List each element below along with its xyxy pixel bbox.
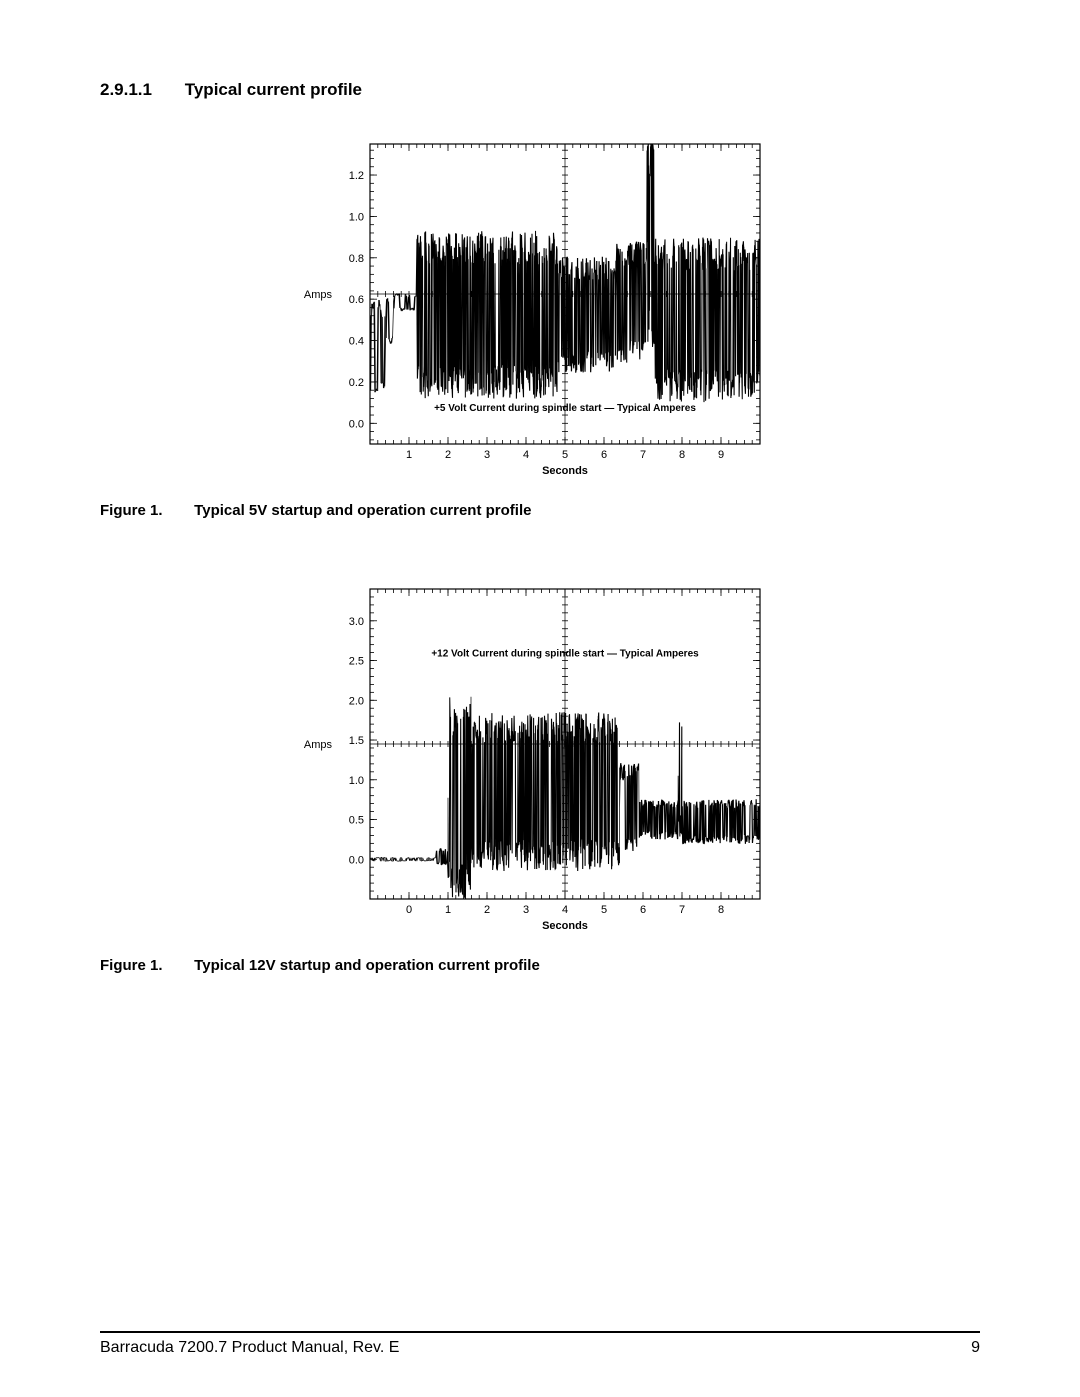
svg-text:3: 3 — [523, 904, 529, 916]
svg-text:6: 6 — [601, 449, 607, 461]
svg-text:2.5: 2.5 — [349, 656, 364, 668]
svg-text:0: 0 — [406, 904, 412, 916]
svg-text:2: 2 — [484, 904, 490, 916]
svg-text:Amps: Amps — [304, 289, 333, 301]
svg-text:0.5: 0.5 — [349, 815, 364, 827]
figure-12v: 0 1 2 3 4 5 6 7 8 0.0 0.5 1.0 1.5 2.0 2.5 3.0 Seconds Amp… — [100, 569, 980, 939]
svg-text:0.6: 0.6 — [349, 294, 364, 306]
svg-text:0.2: 0.2 — [349, 377, 364, 389]
section-title: Typical current profile — [185, 80, 362, 99]
section-number: 2.9.1.1 — [100, 80, 180, 100]
svg-text:+5 Volt Current during spindle: +5 Volt Current during spindle start — T… — [434, 403, 696, 414]
svg-text:Seconds: Seconds — [542, 465, 588, 477]
svg-text:7: 7 — [679, 904, 685, 916]
svg-text:9: 9 — [718, 449, 724, 461]
svg-text:1: 1 — [445, 904, 451, 916]
figure-5v: 1 2 3 4 5 6 7 8 9 0.0 0.2 0.4 0.6 0.8 1.0 1.2 Seconds Amp… — [100, 124, 980, 484]
footer-rule — [100, 1331, 980, 1333]
figure-5v-text: Typical 5V startup and operation current… — [194, 502, 531, 519]
figure-5v-caption: Figure 1. Typical 5V startup and operati… — [100, 502, 980, 519]
figure-12v-caption: Figure 1. Typical 12V startup and operat… — [100, 957, 980, 974]
svg-text:3.0: 3.0 — [349, 616, 364, 628]
page-footer: Barracuda 7200.7 Product Manual, Rev. E … — [100, 1331, 980, 1357]
svg-text:4: 4 — [523, 449, 529, 461]
svg-text:5: 5 — [562, 449, 568, 461]
svg-text:+12 Volt Current during spindl: +12 Volt Current during spindle start — … — [431, 649, 699, 660]
svg-text:0.4: 0.4 — [349, 336, 364, 348]
svg-text:2: 2 — [445, 449, 451, 461]
svg-text:0.8: 0.8 — [349, 253, 364, 265]
svg-text:1.5: 1.5 — [349, 735, 364, 747]
svg-text:8: 8 — [679, 449, 685, 461]
figure-12v-number: Figure 1. — [100, 957, 190, 974]
footer-line: Barracuda 7200.7 Product Manual, Rev. E … — [100, 1339, 980, 1357]
page: 2.9.1.1 Typical current profile 1 2 3 4 5 6 7 8… — [0, 0, 1080, 1397]
chart-5v-svg: 1 2 3 4 5 6 7 8 9 0.0 0.2 0.4 0.6 0.8 1.0 1.2 Seconds Amp… — [300, 124, 780, 484]
svg-text:Amps: Amps — [304, 739, 333, 751]
chart-12v-svg: 0 1 2 3 4 5 6 7 8 0.0 0.5 1.0 1.5 2.0 2.5 3.0 Seconds Amp… — [300, 569, 780, 939]
figure-12v-text: Typical 12V startup and operation curren… — [194, 957, 540, 974]
footer-right: 9 — [971, 1339, 980, 1357]
svg-text:5: 5 — [601, 904, 607, 916]
svg-text:3: 3 — [484, 449, 490, 461]
svg-text:1.2: 1.2 — [349, 170, 364, 182]
svg-text:8: 8 — [718, 904, 724, 916]
svg-text:4: 4 — [562, 904, 568, 916]
svg-text:0.0: 0.0 — [349, 854, 364, 866]
svg-text:1: 1 — [406, 449, 412, 461]
svg-text:0.0: 0.0 — [349, 418, 364, 430]
svg-text:1.0: 1.0 — [349, 211, 364, 223]
svg-text:1.0: 1.0 — [349, 775, 364, 787]
figure-5v-number: Figure 1. — [100, 502, 190, 519]
footer-left: Barracuda 7200.7 Product Manual, Rev. E — [100, 1339, 399, 1357]
section-heading: 2.9.1.1 Typical current profile — [100, 80, 980, 100]
svg-text:7: 7 — [640, 449, 646, 461]
svg-text:6: 6 — [640, 904, 646, 916]
svg-text:2.0: 2.0 — [349, 695, 364, 707]
svg-text:Seconds: Seconds — [542, 920, 588, 932]
